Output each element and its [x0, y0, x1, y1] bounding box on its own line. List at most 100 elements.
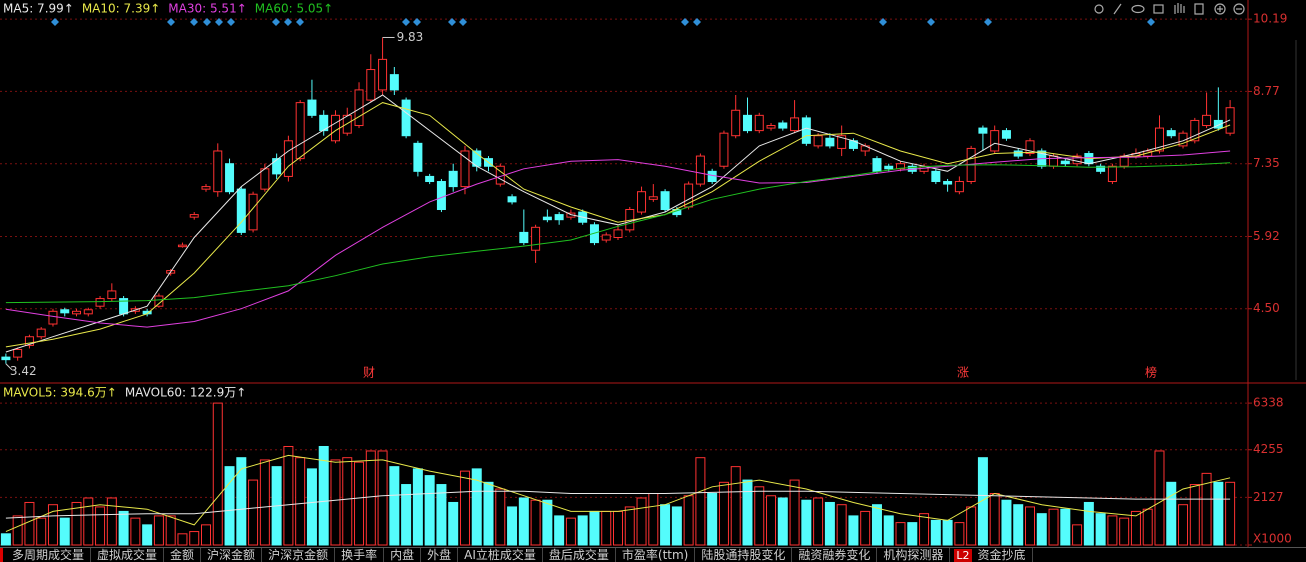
indicator-tab[interactable]: 沪深京金额 — [262, 548, 336, 562]
move-icon[interactable] — [1194, 3, 1204, 15]
candle-body — [319, 114, 329, 132]
indicator-tab[interactable]: 多周期成交量 — [0, 548, 92, 562]
signal-diamond — [272, 18, 280, 26]
store-icon[interactable] — [1153, 4, 1164, 14]
candle-body — [731, 109, 741, 137]
volume-bar — [106, 497, 117, 546]
volume-bar — [907, 522, 918, 546]
candle-body — [401, 99, 411, 137]
volume-bar — [1178, 504, 1189, 546]
volume-bar — [671, 506, 682, 546]
volume-bar — [507, 506, 518, 546]
volume-bar — [860, 510, 871, 546]
candle-body — [589, 224, 599, 244]
indicator-tab[interactable]: AI立桩成交量 — [458, 548, 543, 562]
signal-diamond — [284, 18, 292, 26]
indicator-tab[interactable]: 外盘 — [421, 548, 459, 562]
candle-body — [766, 125, 776, 129]
volume-bar — [1013, 504, 1024, 546]
indicator-tab[interactable]: 虚拟成交量 — [91, 548, 165, 562]
volume-bar — [259, 459, 270, 546]
volume-bar — [1201, 472, 1212, 546]
candle-body — [601, 234, 611, 241]
zoom-out-icon[interactable] — [1233, 3, 1245, 15]
event-marker[interactable]: 涨 — [957, 365, 969, 380]
y-tick-label: 4.50 — [1253, 301, 1280, 315]
volume-bar — [1001, 499, 1012, 546]
zoom-in-icon[interactable] — [1214, 3, 1226, 15]
volume-bar — [1142, 508, 1153, 546]
hand-icon[interactable] — [1174, 3, 1185, 14]
eye-icon[interactable] — [1131, 4, 1145, 14]
indicator-tab[interactable]: 融资融券变化 — [792, 548, 878, 562]
volume-bar — [895, 522, 906, 546]
volume-bar — [824, 501, 835, 546]
volume-bar — [1130, 510, 1141, 546]
indicator-tab[interactable]: 陆股通持股变化 — [695, 548, 793, 562]
indicator-tab[interactable]: 资金抄底 — [972, 548, 1033, 562]
volume-bar — [624, 506, 635, 546]
candle-body — [1, 356, 11, 361]
volume-bar — [459, 470, 470, 546]
candle-body — [107, 290, 117, 300]
signal-diamond — [1147, 18, 1155, 26]
candle-body — [1202, 114, 1212, 127]
candle-body — [95, 298, 105, 307]
indicator-tab[interactable]: 市盈率(ttm) — [616, 548, 696, 562]
settings-icon[interactable] — [1094, 4, 1104, 14]
toolbar-icons — [1094, 3, 1245, 15]
indicator-tab[interactable]: 内盘 — [384, 548, 422, 562]
candle-body — [707, 170, 717, 183]
event-marker[interactable]: 财 — [363, 366, 375, 380]
event-marker[interactable]: 榜 — [1145, 365, 1157, 380]
indicator-tab[interactable]: 机构探测器 — [877, 548, 951, 562]
y-tick-label: 2127 — [1253, 490, 1284, 504]
candle-body — [637, 191, 647, 213]
candle-body — [742, 114, 752, 132]
volume-bar — [813, 497, 824, 546]
candle-body — [531, 226, 541, 251]
legend-entry: MA10: 7.39↑ — [82, 2, 160, 16]
volume-bar — [966, 506, 977, 546]
volume-bar — [342, 457, 353, 546]
y-tick-label: 4255 — [1253, 442, 1284, 456]
volume-bar — [130, 517, 141, 546]
signal-diamond — [227, 18, 235, 26]
candle-body — [1190, 119, 1200, 142]
volume-bar — [789, 479, 800, 546]
y-tick-label: X1000 — [1253, 532, 1292, 546]
legend-entry: MAVOL60: 122.9万↑ — [125, 386, 246, 400]
volume-bar — [883, 515, 894, 546]
indicator-tab[interactable]: 换手率 — [335, 548, 385, 562]
candle-body — [813, 135, 823, 147]
indicator-tab[interactable]: 沪深金额 — [201, 548, 263, 562]
volume-bar — [530, 499, 541, 546]
candle-body — [778, 122, 788, 129]
volume-bar — [754, 486, 765, 546]
volume-bar — [1048, 508, 1059, 546]
candle-body — [754, 114, 764, 132]
candle-body — [13, 348, 23, 358]
volume-bar — [683, 495, 694, 546]
candle-body — [60, 309, 70, 314]
background — [0, 0, 1306, 547]
candle-body — [542, 216, 552, 221]
signal-diamond — [459, 18, 467, 26]
volume-bar — [836, 504, 847, 546]
draw-icon[interactable] — [1113, 3, 1122, 15]
volume-bar — [401, 484, 412, 546]
candle-body — [272, 158, 282, 175]
candle-body — [1166, 130, 1176, 137]
candle-body — [1025, 140, 1035, 155]
volume-bar — [589, 510, 600, 546]
candle-body — [24, 336, 34, 346]
indicator-tab[interactable]: 金额 — [164, 548, 202, 562]
y-tick-label: 7.35 — [1253, 156, 1280, 170]
ma-line — [5, 162, 1231, 304]
indicator-tab[interactable]: 盘后成交量 — [543, 548, 616, 562]
ma-line — [5, 94, 1231, 353]
volume-bar — [365, 450, 376, 546]
candle-body — [460, 150, 470, 188]
volume-bar — [730, 466, 741, 546]
volume-bar — [848, 515, 859, 546]
